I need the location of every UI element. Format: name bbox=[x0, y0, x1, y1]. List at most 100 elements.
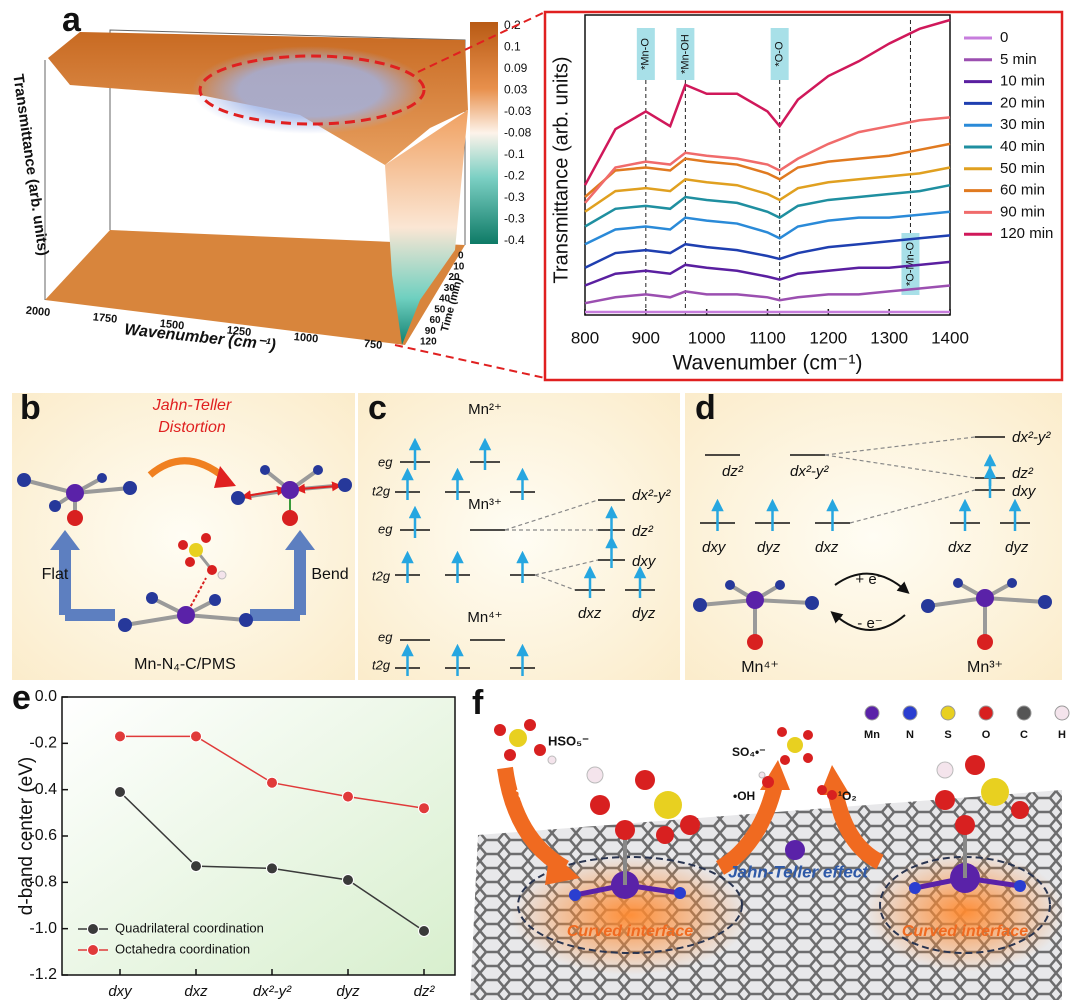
molecules bbox=[785, 840, 805, 860]
x-tick-label: 1300 bbox=[870, 328, 908, 347]
x-tick-label: 1400 bbox=[931, 328, 969, 347]
data-point bbox=[342, 874, 354, 887]
molecule bbox=[189, 543, 203, 557]
molecule bbox=[754, 598, 813, 605]
connector bbox=[394, 344, 546, 379]
x-tick-label: 1200 bbox=[809, 328, 847, 347]
molecules bbox=[569, 889, 581, 901]
series-line bbox=[583, 18, 951, 186]
y-tick-label: -0.4 bbox=[29, 781, 57, 798]
label: dz² bbox=[632, 523, 654, 540]
molecules bbox=[590, 795, 610, 815]
molecules bbox=[787, 737, 803, 753]
molecule bbox=[207, 565, 217, 575]
panel-e: e bbox=[12, 679, 455, 975]
dashed-ellipse bbox=[517, 856, 743, 954]
label: dxz bbox=[578, 605, 602, 622]
dashed-ellipse bbox=[879, 856, 1051, 954]
molecules bbox=[547, 755, 557, 765]
series-line bbox=[584, 142, 951, 198]
molecule bbox=[239, 613, 253, 627]
back-frame bbox=[109, 29, 466, 245]
molecules bbox=[509, 729, 527, 747]
time-tick-label: 10 bbox=[453, 261, 465, 272]
label: eg bbox=[378, 454, 393, 469]
series-line bbox=[584, 284, 951, 305]
correlation-line bbox=[849, 489, 976, 524]
legend-label: N bbox=[906, 729, 914, 741]
label: eg bbox=[378, 521, 393, 536]
surface-dip bbox=[385, 110, 468, 345]
label: dxy bbox=[702, 539, 727, 556]
label: Mn³⁺ bbox=[967, 659, 1003, 676]
molecules bbox=[680, 815, 700, 835]
data-point bbox=[114, 730, 126, 743]
molecules bbox=[777, 727, 787, 737]
data-point bbox=[114, 785, 126, 798]
molecules bbox=[936, 761, 954, 779]
label: dyz bbox=[1005, 539, 1029, 556]
legend-label: C bbox=[1020, 729, 1028, 741]
legend-swatch bbox=[864, 705, 880, 721]
label: Flat bbox=[42, 566, 69, 583]
molecule bbox=[97, 473, 107, 483]
arrow bbox=[830, 611, 906, 631]
label: ¹O₂ bbox=[838, 789, 857, 803]
highlight-ellipse bbox=[198, 54, 426, 126]
data-point bbox=[190, 860, 202, 873]
x-tick-label: 2000 bbox=[25, 305, 51, 319]
legend-label: Quadrilateral coordination bbox=[115, 920, 264, 935]
label: dxy bbox=[632, 553, 657, 570]
molecule bbox=[118, 533, 253, 632]
legend-label: 40 min bbox=[1000, 138, 1045, 155]
molecule bbox=[746, 591, 764, 609]
molecule bbox=[124, 613, 187, 627]
label: dz² bbox=[1012, 465, 1034, 482]
arrow bbox=[250, 545, 306, 621]
data-point bbox=[418, 924, 430, 937]
molecule bbox=[185, 613, 247, 622]
label: - e⁻ bbox=[857, 615, 882, 632]
molecules bbox=[674, 887, 686, 899]
label: t2g bbox=[372, 657, 391, 672]
molecules bbox=[656, 826, 674, 844]
y-tick-label: 0.0 bbox=[35, 688, 57, 705]
molecule bbox=[241, 485, 287, 501]
panel-label: a bbox=[62, 1, 82, 39]
x-tick-label: 1100 bbox=[749, 328, 786, 347]
correlation-line bbox=[504, 499, 599, 531]
label: dxz bbox=[815, 539, 839, 556]
legend-label: 60 min bbox=[1000, 182, 1045, 199]
connector bbox=[417, 11, 546, 73]
arrow-head bbox=[820, 765, 850, 795]
background bbox=[685, 393, 1062, 680]
time-tick-label: 50 bbox=[434, 304, 446, 315]
label: dyz bbox=[632, 605, 656, 622]
x-tick-label: dx²-y² bbox=[253, 983, 292, 1000]
time-tick-label: 30 bbox=[444, 283, 456, 294]
arrow bbox=[834, 572, 910, 594]
annotation-box bbox=[901, 233, 920, 295]
spectra-chart: 800 900 1000 1100 1200 1300 1400 *Mn-O *Mn-OH *O-… bbox=[550, 14, 1053, 375]
label: dx²-y² bbox=[1012, 429, 1051, 446]
legend-label: S bbox=[944, 729, 951, 741]
x-tick-label: 1750 bbox=[92, 311, 118, 325]
label: dxy bbox=[1012, 483, 1037, 500]
y-axis-label: d-band center (eV) bbox=[16, 757, 37, 915]
y-tick-label: -1.0 bbox=[29, 920, 57, 937]
label: Jahn-Teller effect bbox=[728, 862, 869, 881]
panel-label: c bbox=[368, 389, 387, 427]
molecule bbox=[17, 473, 31, 487]
annotation: Jahn-Teller bbox=[152, 397, 232, 414]
molecules bbox=[504, 749, 516, 761]
molecules bbox=[981, 778, 1009, 806]
molecule bbox=[217, 570, 227, 580]
time-tick-label: 0 bbox=[458, 251, 464, 262]
surface-plot: a Transmittance (arb. units) Wavenumber … bbox=[9, 1, 531, 354]
legend-label: 50 min bbox=[1000, 160, 1045, 177]
y-tick-label: -0.2 bbox=[29, 735, 57, 752]
legend-swatch bbox=[902, 705, 918, 721]
label: dxz bbox=[948, 539, 972, 556]
colorbar-tick-label: -0.03 bbox=[504, 104, 532, 118]
floor bbox=[45, 230, 465, 345]
